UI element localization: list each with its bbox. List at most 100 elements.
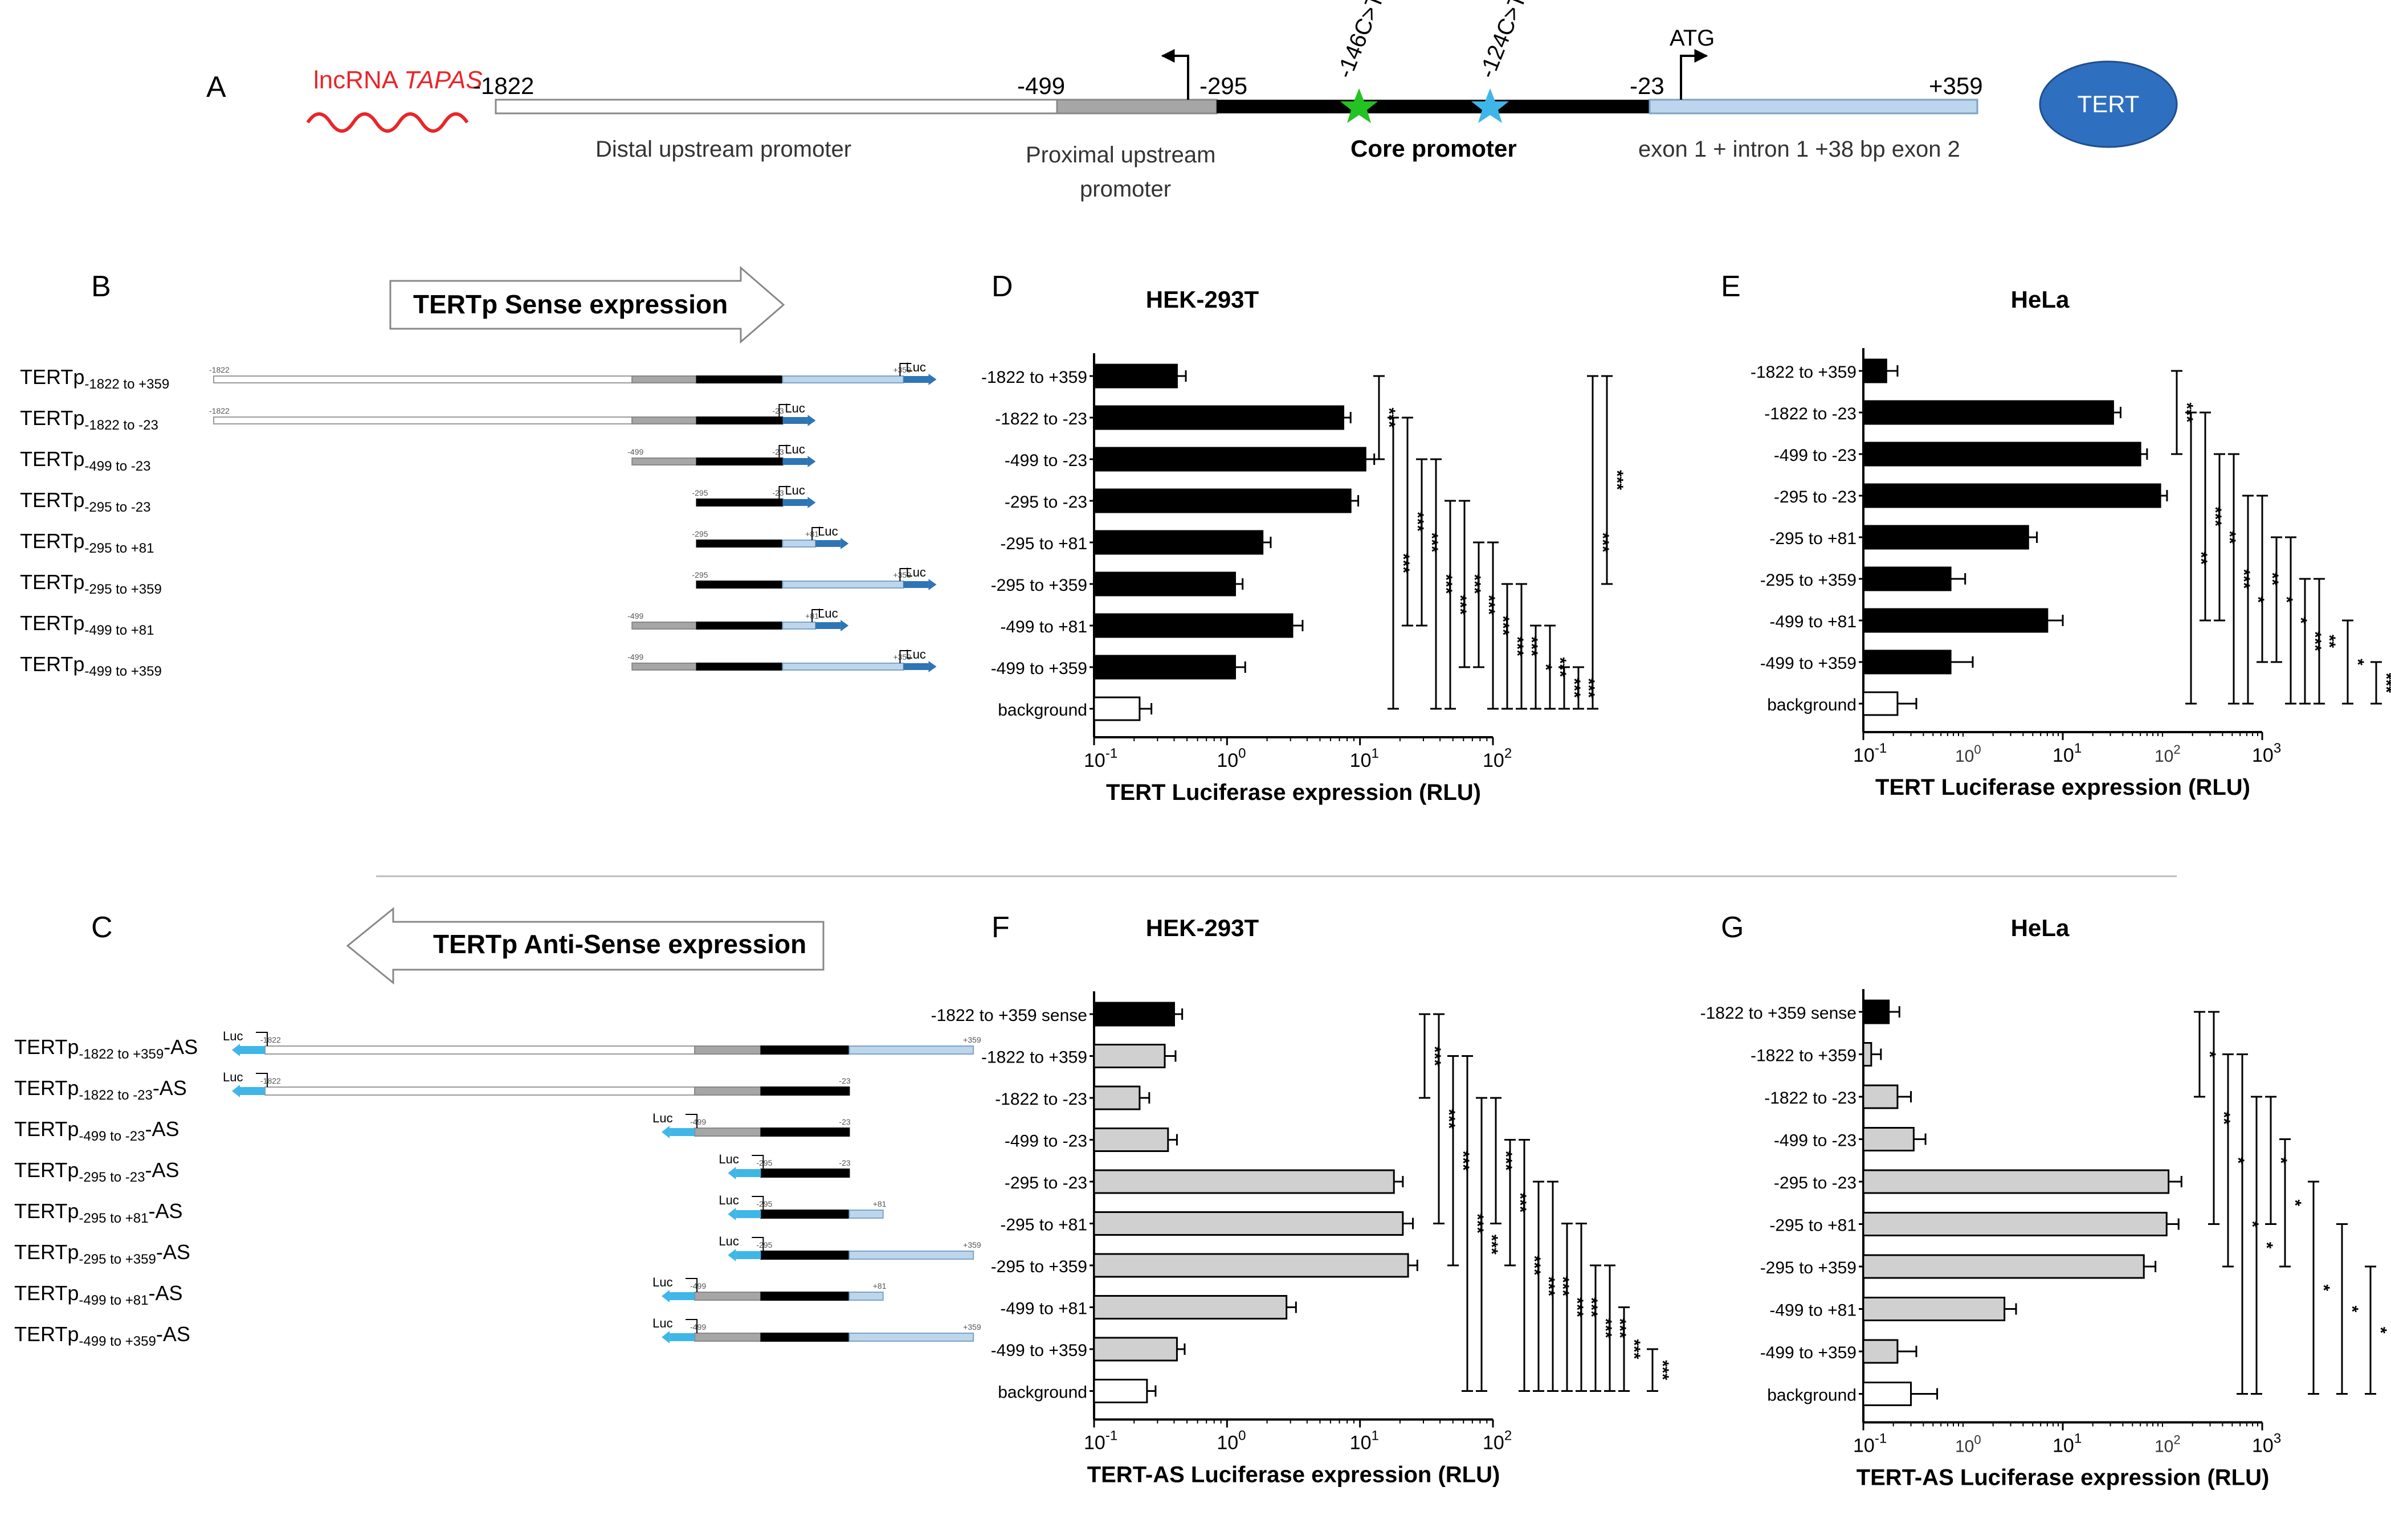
significance-label: *** (2377, 673, 2391, 693)
x-tick-base: 10 (1853, 745, 1875, 766)
category-label: background (1767, 1386, 1857, 1405)
panel-c-title: TERTp Anti-Sense expression (433, 929, 806, 959)
bar (1862, 1339, 1899, 1364)
luc-label: Luc (652, 1111, 672, 1125)
category-label: -295 to +359 (991, 1257, 1087, 1276)
construct-start-tick: -499 (627, 652, 643, 661)
significance-label: *** (1593, 532, 1612, 552)
significance-label: *** (1494, 615, 1512, 635)
luc-box (815, 622, 841, 629)
bar (1862, 1212, 2168, 1236)
chart-title: HEK-293T (1146, 914, 1259, 941)
luc-box (670, 1333, 695, 1341)
x-tick-exp: -1 (1875, 1431, 1887, 1447)
construct-base: TERTp (14, 1035, 79, 1059)
luc-box (782, 417, 808, 424)
construct-segment (694, 1128, 762, 1137)
significance-label: ** (2214, 1112, 2233, 1125)
bar (1093, 1253, 1409, 1278)
construct-end-tick: +359 (963, 1240, 981, 1249)
construct-base: TERTp (14, 1158, 79, 1182)
x-axis-label: TERT Luciferase expression (RLU) (1875, 775, 2250, 800)
construct-end-tick: -23 (772, 447, 784, 456)
construct-end-tick: -23 (772, 406, 784, 415)
luc-arrow-icon (928, 579, 937, 590)
pos-499: -499 (1017, 72, 1065, 99)
construct-start-tick: -295 (756, 1158, 772, 1167)
construct-tail: to -23 (120, 418, 158, 433)
bar (1093, 613, 1294, 638)
tert-label: TERT (2078, 91, 2140, 117)
luc-arrow-icon (662, 1290, 670, 1302)
panel-letter-g: G (1721, 911, 1744, 944)
construct-base: TERTp (14, 1117, 79, 1141)
significance-label: *** (1479, 595, 1498, 615)
category-label: -295 to +359 (1760, 1259, 1857, 1277)
x-axis-label: TERT-AS Luciferase expression (RLU) (1857, 1465, 2270, 1490)
bar (1093, 1379, 1148, 1403)
construct-segment (696, 416, 784, 424)
significance-label: *** (1465, 574, 1484, 594)
x-minor-tick-label: 100 (1955, 742, 1981, 766)
significance-label: * (2243, 1221, 2262, 1228)
construct-base: TERTp (20, 365, 84, 389)
star-green-icon (1340, 88, 1378, 123)
bar (1862, 1084, 1899, 1109)
x-tick-label: 103 (2252, 741, 2281, 766)
x-minor-tick-label: 100 (1955, 1433, 1981, 1456)
x-tick-exp: 3 (2274, 741, 2281, 756)
construct-start-tick: -1822 (209, 365, 230, 374)
construct-base: TERTp (14, 1281, 79, 1305)
sense-constructs: TERTp-1822 to +359-1822 +359LucTERTp-1822… (20, 360, 937, 679)
significance-label: *** (1496, 1151, 1515, 1171)
chart-d: HEK-293T -1822 to +359 -1822 to -23 -499 to… (981, 286, 1626, 805)
chart-title: HEK-293T (1146, 286, 1259, 313)
segment-distal (495, 99, 1058, 115)
construct-tail: to +81 (106, 1211, 148, 1226)
construct-label: TERTp-499 to +81 (20, 611, 154, 638)
bar (1862, 442, 2141, 467)
luc-arrow-icon (840, 620, 849, 631)
x-tick-exp: 3 (2274, 1431, 2281, 1447)
construct-segment (696, 499, 784, 506)
construct-tail: to +359 (106, 1334, 156, 1349)
construct-tail: to +359 (106, 1252, 156, 1267)
category-label: -1822 to -23 (1764, 405, 1857, 423)
luc-box (903, 663, 929, 670)
category-label: -1822 to -23 (995, 1090, 1087, 1109)
x-tick-label: 101 (1350, 746, 1379, 771)
significance-label: *** (1408, 512, 1427, 532)
luc-box (782, 499, 808, 506)
significance-label: * (2257, 1242, 2276, 1249)
construct-label: TERTp-295 to +81 (20, 529, 154, 556)
construct-suffix: -AS (156, 1322, 190, 1346)
construct-sub: -295 (79, 1211, 106, 1226)
luc-label: Luc (719, 1193, 738, 1207)
x-tick-exp: 0 (1974, 1433, 1981, 1447)
luc-arrow-icon (662, 1331, 670, 1343)
construct-segment (213, 375, 633, 383)
luc-promoter-arrow-icon (752, 1196, 764, 1210)
category-label: -295 to +81 (1769, 1216, 1857, 1235)
significance-label: ** (2220, 530, 2239, 544)
construct-end-tick: +359 (893, 652, 911, 661)
x-tick-label: 101 (2053, 741, 2082, 766)
construct-start-tick: -295 (692, 570, 708, 579)
x-tick-exp: 2 (2173, 1433, 2180, 1447)
luc-label: Luc (652, 1275, 672, 1289)
luc-promoter-arrow-icon (811, 609, 824, 622)
bar (1862, 1042, 1872, 1067)
construct-segment (631, 416, 697, 424)
construct-sub: -295 (79, 1170, 106, 1185)
construct-label: TERTp-1822 to -23 (20, 406, 158, 433)
panel-letter-d: D (992, 270, 1013, 303)
bar (1862, 1169, 2170, 1194)
construct-base: TERTp (20, 406, 84, 430)
x-tick-label: 103 (2252, 1431, 2281, 1457)
construct-start-tick: -295 (692, 488, 708, 497)
